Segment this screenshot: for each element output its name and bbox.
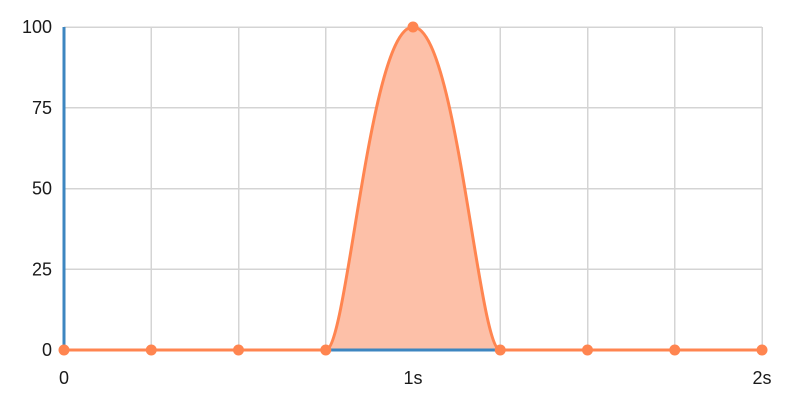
data-point-7[interactable]: [669, 344, 681, 356]
data-point-5[interactable]: [494, 344, 506, 356]
y-tick-label-4: 100: [22, 17, 52, 37]
tick-labels: 0 25 50 75 100 0 1s 2s: [22, 17, 772, 388]
data-point-8[interactable]: [756, 344, 768, 356]
data-point-0[interactable]: [58, 344, 70, 356]
y-tick-label-1: 25: [32, 259, 52, 279]
x-tick-label-2: 2s: [752, 368, 771, 388]
data-point-1[interactable]: [145, 344, 157, 356]
data-point-2[interactable]: [233, 344, 244, 356]
y-tick-label-0: 0: [42, 340, 52, 360]
series-area: [64, 27, 762, 350]
y-tick-label-3: 75: [32, 98, 52, 118]
series-area-fill: [64, 27, 762, 350]
data-point-6[interactable]: [582, 344, 593, 356]
data-point-4[interactable]: [407, 21, 419, 33]
x-tick-label-1: 1s: [403, 368, 422, 388]
x-tick-label-0: 0: [59, 368, 69, 388]
data-point-3[interactable]: [320, 344, 332, 356]
y-tick-label-2: 50: [32, 179, 52, 199]
data-points: [58, 21, 768, 356]
